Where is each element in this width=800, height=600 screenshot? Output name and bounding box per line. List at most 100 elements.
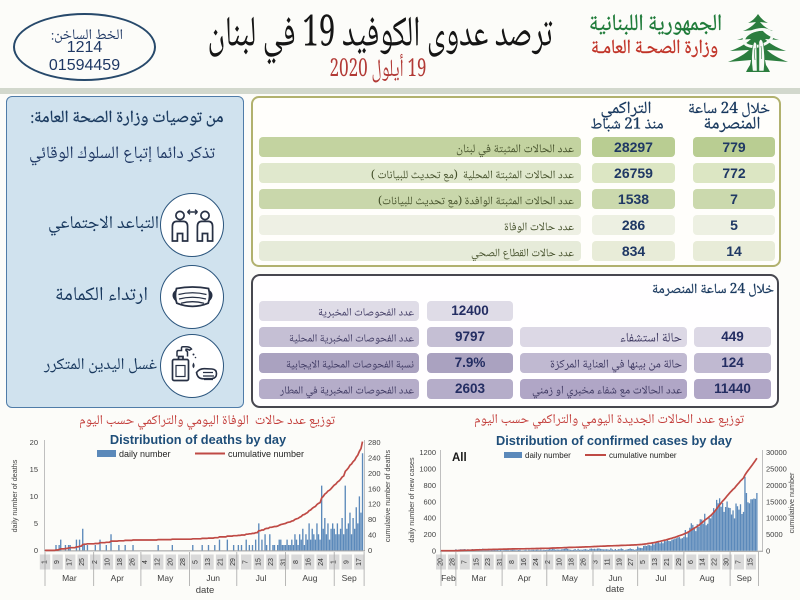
svg-text:cumulative number: cumulative number bbox=[787, 472, 796, 533]
svg-text:240: 240 bbox=[368, 453, 381, 462]
svg-text:6: 6 bbox=[688, 560, 695, 564]
svg-text:400: 400 bbox=[423, 514, 436, 523]
svg-text:120: 120 bbox=[368, 500, 381, 509]
svg-text:10: 10 bbox=[104, 558, 111, 566]
svg-text:23: 23 bbox=[268, 558, 275, 566]
svg-text:7: 7 bbox=[461, 560, 468, 564]
svg-text:16: 16 bbox=[521, 558, 528, 566]
svg-text:13: 13 bbox=[205, 558, 212, 566]
svg-text:15: 15 bbox=[255, 558, 262, 566]
svg-text:7: 7 bbox=[243, 560, 250, 564]
svg-text:Aug: Aug bbox=[302, 573, 317, 583]
svg-text:Distribution of deaths by day: Distribution of deaths by day bbox=[110, 432, 287, 447]
svg-text:16: 16 bbox=[306, 558, 313, 566]
svg-text:600: 600 bbox=[423, 497, 436, 506]
svg-text:15: 15 bbox=[473, 558, 480, 566]
svg-text:Apr: Apr bbox=[111, 573, 124, 583]
svg-text:19: 19 bbox=[616, 558, 623, 566]
svg-text:daily number of deaths: daily number of deaths bbox=[10, 459, 19, 532]
svg-text:2: 2 bbox=[545, 560, 552, 564]
svg-text:30000: 30000 bbox=[766, 448, 787, 457]
svg-text:Sep: Sep bbox=[342, 573, 357, 583]
svg-text:daily number of new cases: daily number of new cases bbox=[407, 457, 416, 543]
svg-text:8: 8 bbox=[509, 560, 516, 564]
svg-text:0: 0 bbox=[766, 546, 770, 555]
svg-text:25: 25 bbox=[79, 558, 86, 566]
svg-text:10: 10 bbox=[30, 492, 38, 501]
svg-text:25000: 25000 bbox=[766, 465, 787, 474]
svg-text:28: 28 bbox=[449, 558, 456, 566]
svg-text:5: 5 bbox=[192, 560, 199, 564]
svg-text:80: 80 bbox=[368, 515, 376, 524]
svg-text:20: 20 bbox=[30, 438, 38, 447]
svg-text:26: 26 bbox=[581, 558, 588, 566]
svg-text:Jul: Jul bbox=[655, 573, 666, 583]
svg-text:30: 30 bbox=[724, 558, 731, 566]
svg-text:cumulative number: cumulative number bbox=[228, 449, 304, 459]
svg-text:23: 23 bbox=[485, 558, 492, 566]
svg-text:200: 200 bbox=[423, 530, 436, 539]
svg-text:Aug: Aug bbox=[699, 573, 714, 583]
svg-text:17: 17 bbox=[67, 558, 74, 566]
svg-text:date: date bbox=[196, 585, 215, 596]
svg-text:daily number: daily number bbox=[119, 449, 171, 459]
svg-text:20: 20 bbox=[167, 558, 174, 566]
svg-text:0: 0 bbox=[34, 546, 38, 555]
svg-text:21: 21 bbox=[664, 558, 671, 566]
svg-text:Apr: Apr bbox=[518, 573, 531, 583]
svg-text:200: 200 bbox=[368, 469, 381, 478]
svg-text:20000: 20000 bbox=[766, 481, 787, 490]
svg-text:11: 11 bbox=[604, 558, 611, 565]
svg-text:Jul: Jul bbox=[256, 573, 267, 583]
svg-text:Mar: Mar bbox=[472, 573, 487, 583]
svg-text:13: 13 bbox=[652, 558, 659, 566]
svg-text:12: 12 bbox=[155, 558, 162, 566]
svg-text:15000: 15000 bbox=[766, 497, 787, 506]
svg-text:Mar: Mar bbox=[62, 573, 77, 583]
svg-text:Feb: Feb bbox=[441, 573, 456, 583]
svg-text:28: 28 bbox=[180, 558, 187, 566]
svg-text:15: 15 bbox=[30, 465, 38, 474]
svg-text:9: 9 bbox=[343, 560, 350, 564]
svg-text:27: 27 bbox=[628, 558, 635, 566]
svg-text:8: 8 bbox=[293, 560, 300, 564]
svg-text:5: 5 bbox=[640, 560, 647, 564]
svg-text:1000: 1000 bbox=[419, 465, 436, 474]
svg-text:1200: 1200 bbox=[419, 448, 436, 457]
svg-text:24: 24 bbox=[318, 558, 325, 566]
svg-text:May: May bbox=[562, 573, 579, 583]
svg-text:7: 7 bbox=[736, 560, 743, 564]
svg-text:All: All bbox=[452, 452, 467, 464]
svg-text:160: 160 bbox=[368, 484, 381, 493]
svg-text:daily number: daily number bbox=[525, 451, 571, 460]
svg-text:22: 22 bbox=[712, 558, 719, 566]
svg-text:800: 800 bbox=[423, 481, 436, 490]
svg-text:2: 2 bbox=[92, 560, 99, 564]
svg-text:0: 0 bbox=[368, 546, 372, 555]
svg-text:21: 21 bbox=[218, 558, 225, 566]
svg-text:4: 4 bbox=[142, 560, 149, 564]
svg-text:cumulative number: cumulative number bbox=[609, 451, 677, 460]
svg-text:15: 15 bbox=[747, 558, 754, 566]
svg-text:17: 17 bbox=[356, 558, 363, 566]
svg-text:cumulative number of deaths: cumulative number of deaths bbox=[383, 449, 392, 542]
svg-text:0: 0 bbox=[432, 546, 436, 555]
svg-text:29: 29 bbox=[230, 558, 237, 566]
svg-text:31: 31 bbox=[497, 558, 504, 566]
svg-text:26: 26 bbox=[130, 558, 137, 566]
svg-text:5: 5 bbox=[34, 519, 38, 528]
svg-text:280: 280 bbox=[368, 438, 381, 447]
svg-text:29: 29 bbox=[676, 558, 683, 566]
svg-text:18: 18 bbox=[117, 558, 124, 566]
svg-text:18: 18 bbox=[569, 558, 576, 566]
svg-text:Jun: Jun bbox=[206, 573, 220, 583]
svg-text:24: 24 bbox=[533, 558, 540, 566]
svg-text:10: 10 bbox=[557, 558, 564, 566]
svg-text:3: 3 bbox=[593, 560, 600, 564]
svg-text:5000: 5000 bbox=[766, 530, 783, 539]
svg-text:Jun: Jun bbox=[608, 573, 622, 583]
svg-text:9: 9 bbox=[54, 560, 61, 564]
svg-text:date: date bbox=[606, 584, 625, 595]
svg-text:Sep: Sep bbox=[737, 573, 752, 583]
svg-text:May: May bbox=[157, 573, 174, 583]
